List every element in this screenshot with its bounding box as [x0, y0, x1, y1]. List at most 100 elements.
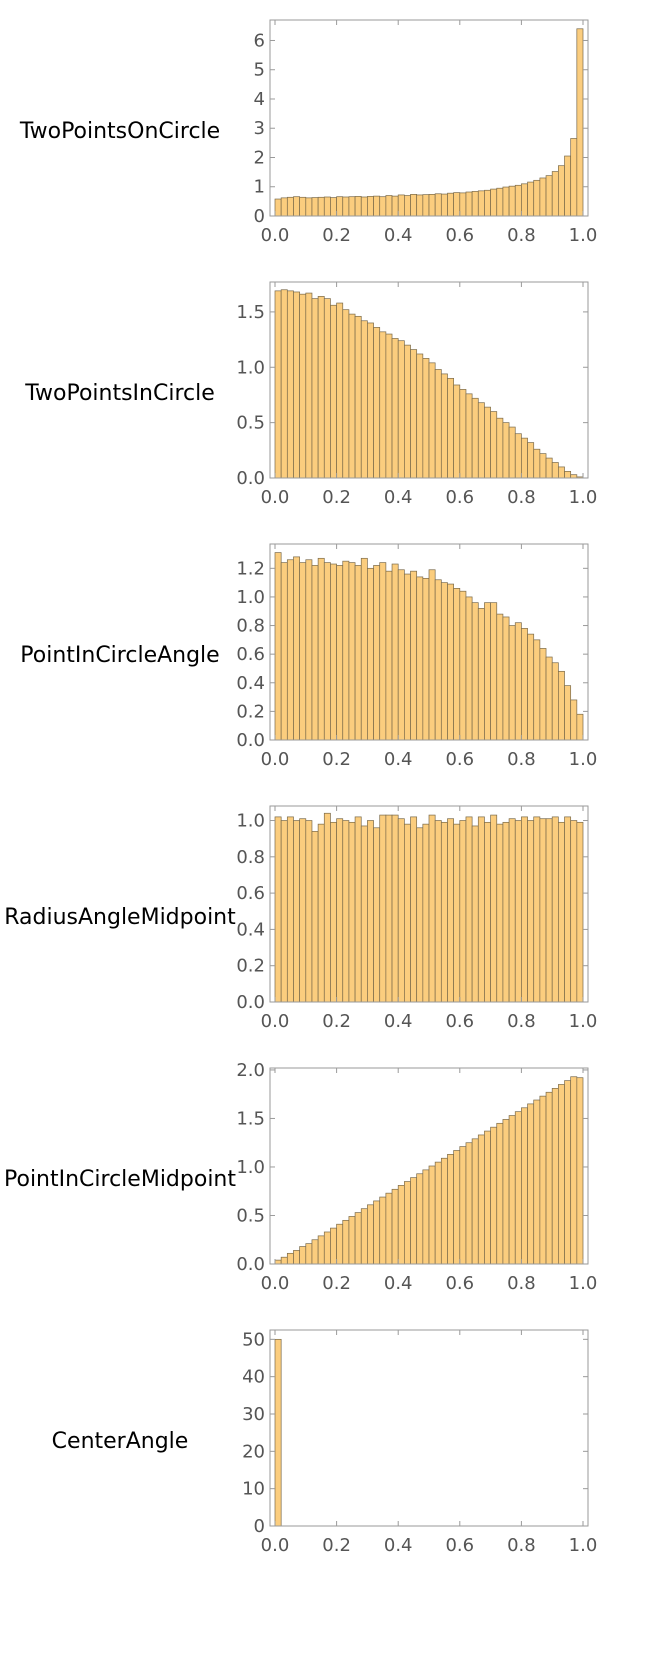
x-tick-label: 1.0	[569, 1535, 598, 1556]
histogram-bar	[330, 197, 337, 217]
histogram-bar	[348, 821, 356, 1003]
histogram-bar	[397, 818, 405, 1003]
x-tick-label: 0.6	[445, 749, 474, 770]
histogram-bar	[551, 462, 559, 479]
histogram-bar	[416, 1173, 424, 1265]
histogram-bar	[274, 198, 282, 217]
histogram-bar	[391, 338, 399, 479]
histogram-bar	[465, 1142, 473, 1265]
histogram-bar	[527, 442, 535, 479]
histogram-bar	[379, 562, 387, 741]
histogram-bar	[373, 327, 381, 479]
x-tick-label: 0.2	[322, 1011, 351, 1032]
histogram-bar	[502, 821, 510, 1003]
histogram-bar	[342, 309, 350, 479]
histogram-bar	[545, 656, 553, 741]
histogram-bar	[336, 196, 344, 217]
histogram-bar	[576, 821, 584, 1003]
histogram-bar	[533, 448, 541, 479]
histogram-bar	[293, 196, 300, 217]
x-tick-label: 0.8	[507, 487, 536, 508]
histogram-bar	[367, 820, 374, 1003]
histogram-bar	[459, 1146, 467, 1265]
histogram-bar	[477, 608, 485, 741]
histogram-bar	[342, 1219, 350, 1265]
histogram-bar	[502, 186, 510, 217]
histogram-bar	[354, 565, 362, 741]
y-tick-label: 0.6	[236, 883, 265, 904]
histogram-bar	[564, 1080, 572, 1265]
y-tick-label: 1.0	[236, 357, 265, 378]
histogram-bar	[422, 577, 430, 741]
y-tick-label: 6	[254, 30, 265, 51]
histogram-bar	[453, 1150, 461, 1265]
histogram-bar	[367, 322, 374, 479]
histogram-bar	[330, 821, 337, 1003]
histogram-bar	[576, 1077, 584, 1265]
histogram-bar	[305, 292, 313, 479]
histogram-bar	[274, 290, 282, 479]
histogram-row: RadiusAngleMidpoint 0.0 0.2 0.4 0.6 0.8 1.0 0.0…	[0, 786, 648, 1048]
histogram-bar	[434, 820, 442, 1003]
histogram-bar	[514, 622, 522, 741]
x-tick-label: 0.8	[507, 1011, 536, 1032]
x-tick-label: 1.0	[569, 749, 598, 770]
histogram-bar	[299, 818, 307, 1003]
histogram-bar	[354, 816, 362, 1003]
histogram-bar	[521, 437, 528, 479]
histogram-bar	[404, 344, 411, 479]
histogram-bar	[508, 185, 516, 217]
histogram-bar	[299, 293, 307, 479]
histogram-bar	[570, 1076, 578, 1265]
histogram-bar	[286, 816, 294, 1003]
histogram-label: PointInCircleMidpoint	[4, 1166, 236, 1192]
histogram-bar	[539, 177, 547, 217]
histogram-bar	[527, 1103, 535, 1265]
histogram-bar	[564, 816, 572, 1003]
histogram-bar	[293, 1250, 300, 1265]
x-tick-label: 1.0	[569, 487, 598, 508]
histogram-bar	[305, 820, 313, 1003]
histogram-bar	[434, 1161, 442, 1265]
histogram-bar	[330, 304, 337, 479]
histogram-bar	[305, 197, 313, 217]
x-tick-label: 0.2	[322, 225, 351, 246]
histogram-bar	[274, 1259, 282, 1265]
y-tick-label: 10	[242, 1479, 265, 1500]
x-tick-label: 0.8	[507, 1535, 536, 1556]
histogram-bar	[293, 291, 300, 479]
y-tick-label: 0.0	[236, 468, 265, 489]
histogram-bar	[416, 576, 424, 741]
histogram-bar	[465, 596, 473, 741]
histogram-bar	[545, 1091, 553, 1265]
y-tick-label: 1	[254, 177, 265, 198]
histogram-bar	[323, 196, 331, 217]
histogram-bar	[391, 1188, 399, 1265]
histogram-bar	[545, 175, 553, 217]
y-tick-label: 2	[254, 147, 265, 168]
histogram-bar	[508, 818, 516, 1003]
histogram-bar	[385, 195, 393, 217]
histogram-bar	[533, 179, 541, 217]
histogram-row: PointInCircleMidpoint 0.0 0.5 1.0 1.5 2.0 0.0 0…	[0, 1048, 648, 1310]
histogram-bar	[293, 556, 300, 741]
histogram-bar	[379, 1196, 387, 1265]
histogram-bar	[397, 194, 405, 217]
histogram-bar	[434, 193, 442, 217]
histogram-bar	[323, 812, 331, 1003]
y-tick-label: 3	[254, 118, 265, 139]
histogram-bar	[514, 433, 522, 479]
histogram-bar	[286, 559, 294, 741]
histogram-bar	[422, 1169, 430, 1265]
histogram-bar	[434, 369, 442, 479]
histogram-bar	[391, 195, 399, 217]
histogram-bar	[354, 196, 362, 217]
histogram-bar	[453, 384, 461, 479]
histogram-bar	[422, 194, 430, 217]
histogram-bar	[330, 1227, 337, 1265]
histogram-bar	[490, 602, 498, 741]
histogram-bar	[379, 331, 387, 479]
x-tick-label: 0.2	[322, 749, 351, 770]
histogram-bar	[459, 820, 467, 1003]
histogram-bar	[508, 426, 516, 479]
